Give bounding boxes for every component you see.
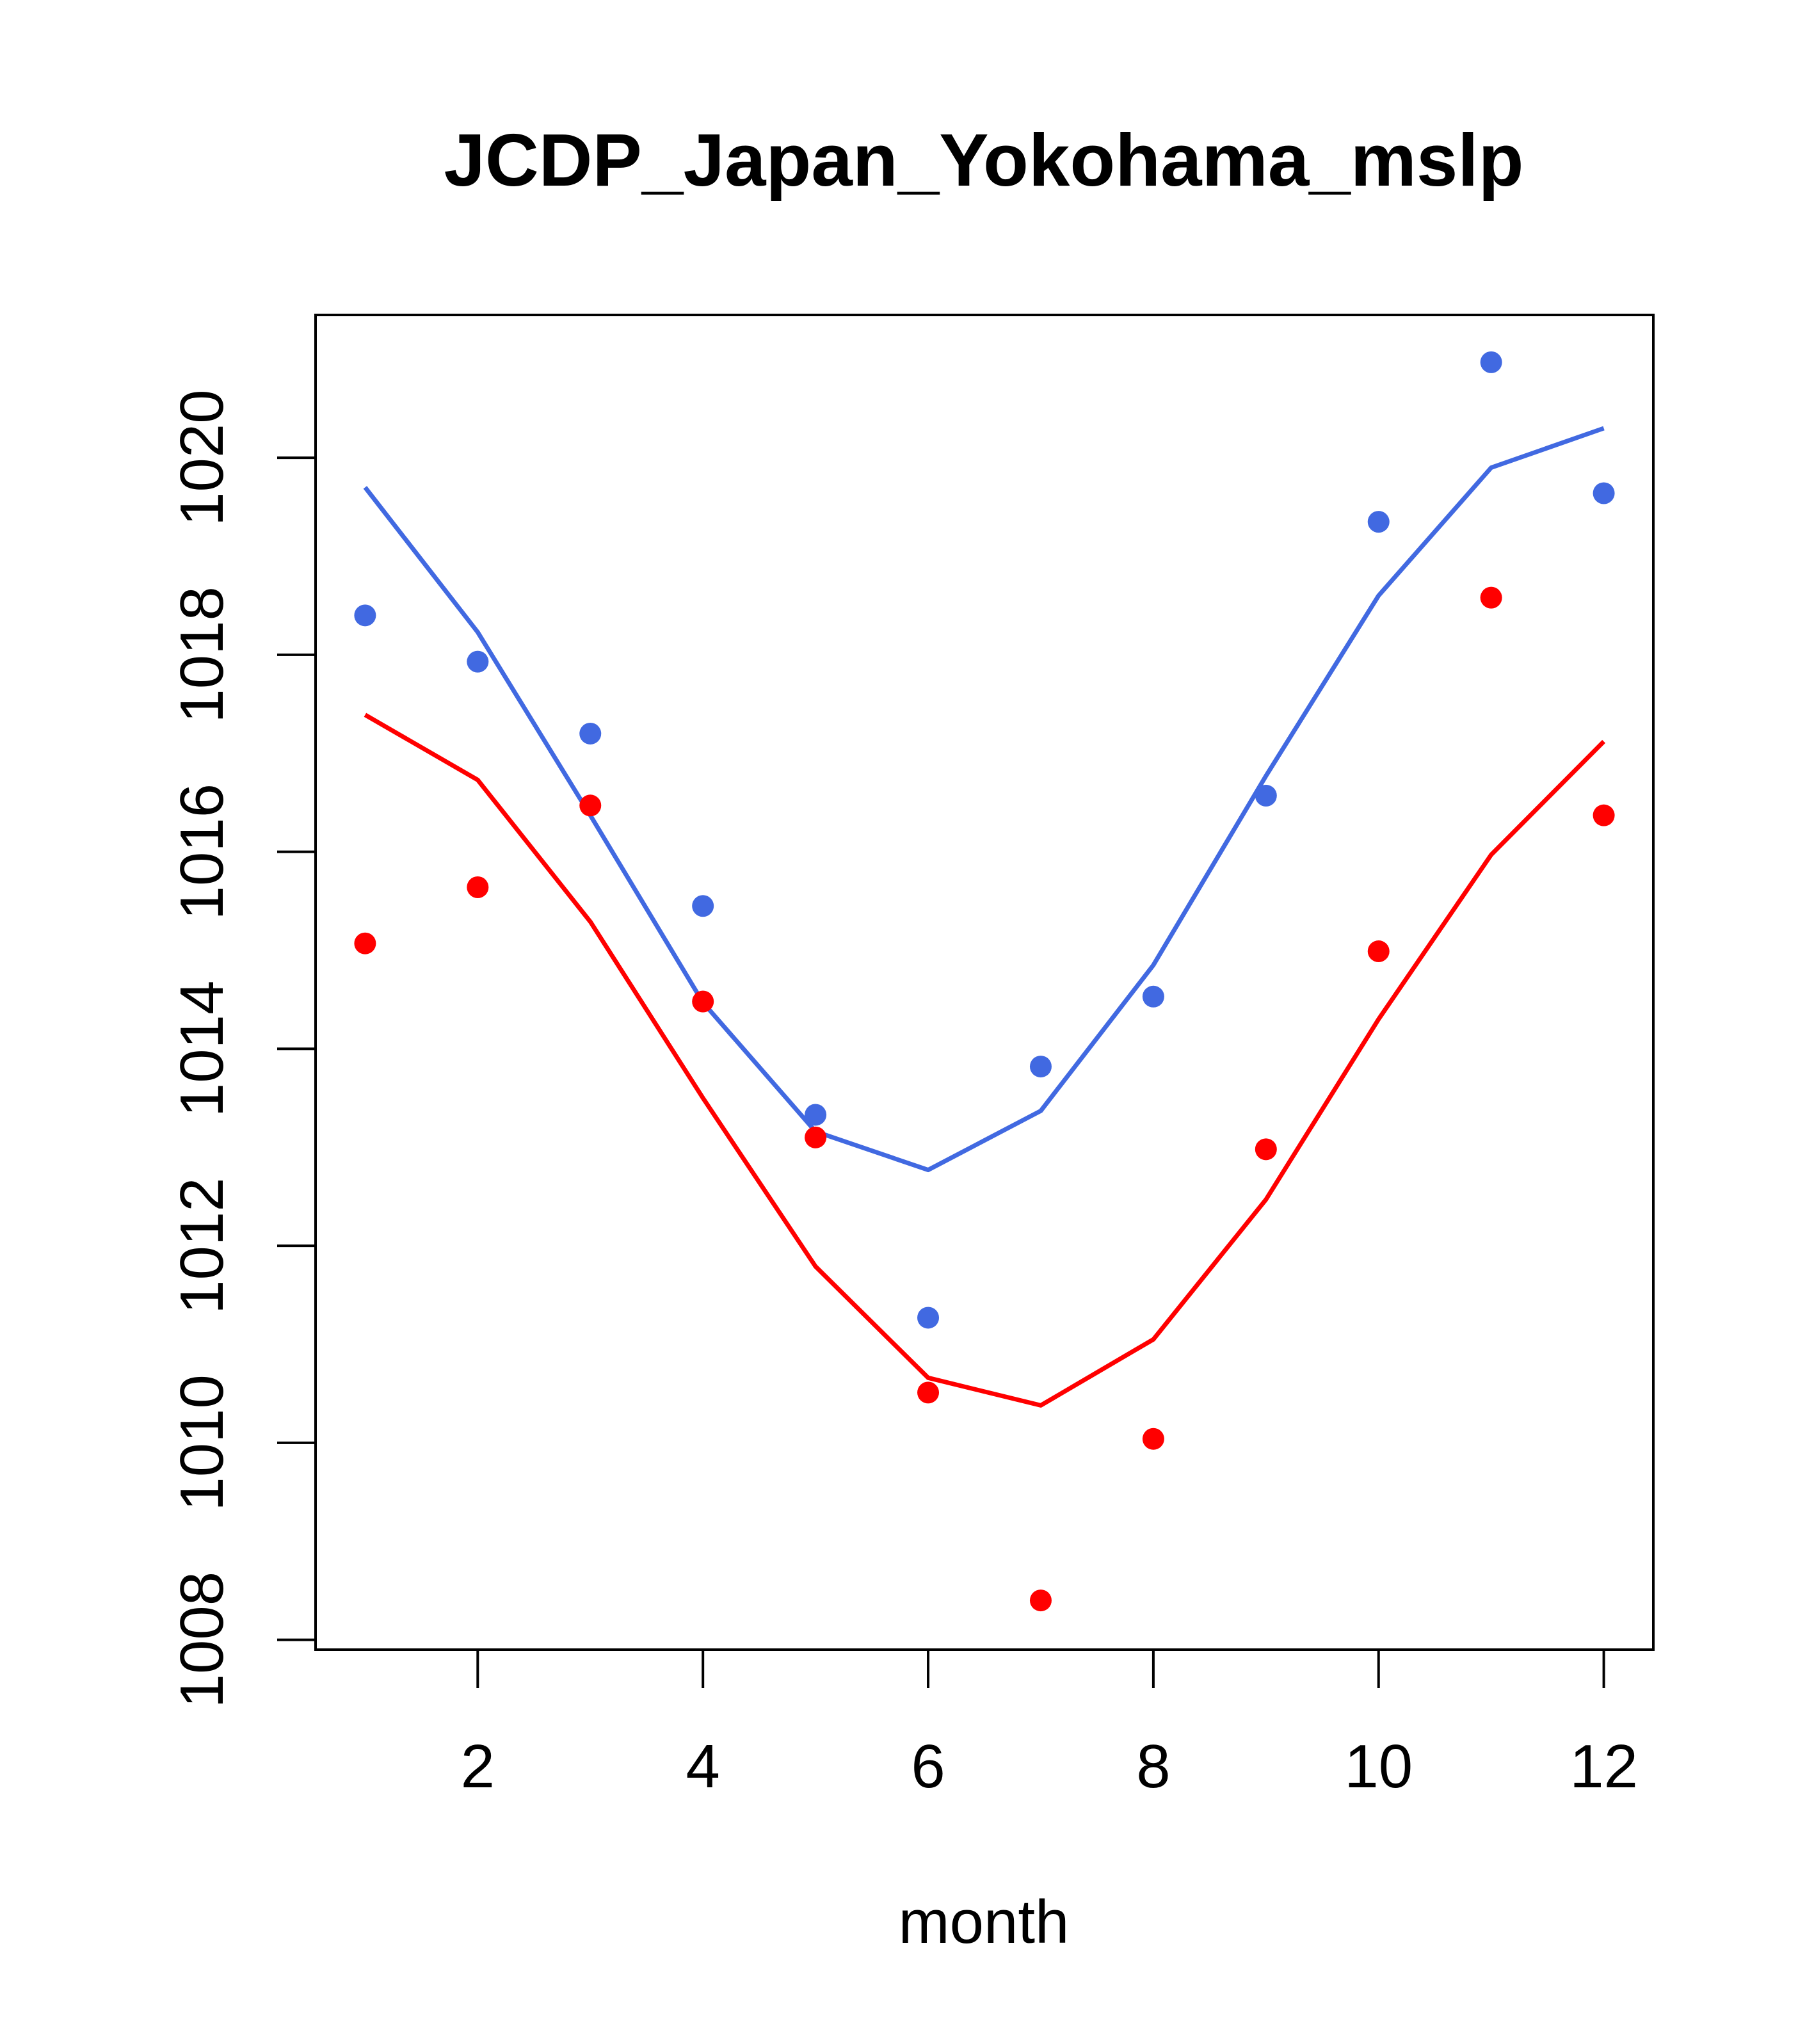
data-point-blue-points <box>917 1307 940 1329</box>
data-point-blue-points <box>354 604 376 627</box>
data-point-red-points <box>1142 1428 1164 1450</box>
series-line-red-line <box>364 712 1606 1408</box>
data-point-red-points <box>1029 1589 1052 1612</box>
series-layer <box>354 351 1615 1612</box>
data-point-red-points <box>1593 804 1615 826</box>
data-point-blue-points <box>692 895 714 917</box>
data-point-red-points <box>917 1381 940 1404</box>
plot-frame <box>314 314 1655 1651</box>
x-tick-label: 4 <box>686 1732 719 1801</box>
data-point-blue-points <box>1480 351 1502 373</box>
y-tick-label: 1008 <box>168 1572 236 1709</box>
y-tick-label: 1018 <box>168 586 236 723</box>
data-point-red-points <box>467 876 489 899</box>
data-point-blue-points <box>1142 985 1164 1008</box>
y-tick-label: 1014 <box>168 981 236 1118</box>
x-axis-label: month <box>899 1888 1070 1956</box>
y-tick-label: 1012 <box>168 1177 236 1314</box>
y-tick-label: 1020 <box>168 389 236 526</box>
data-point-blue-points <box>1593 482 1615 504</box>
x-tick-label: 10 <box>1344 1732 1413 1801</box>
y-tick-label: 1010 <box>168 1374 236 1511</box>
data-point-red-points <box>692 990 714 1013</box>
x-tick-label: 12 <box>1569 1732 1638 1801</box>
data-point-red-points <box>1480 586 1502 609</box>
data-point-blue-points <box>1255 784 1277 807</box>
data-point-blue-points <box>805 1104 827 1126</box>
x-tick-label: 6 <box>911 1732 945 1801</box>
data-point-blue-points <box>467 650 489 673</box>
data-point-red-points <box>1255 1138 1277 1161</box>
data-point-red-points <box>354 932 376 954</box>
data-point-red-points <box>1367 940 1390 963</box>
x-tick-label: 2 <box>461 1732 495 1801</box>
series-line-blue-line <box>363 426 1605 1173</box>
data-point-red-points <box>579 794 602 817</box>
data-point-blue-points <box>1367 511 1390 533</box>
data-point-red-points <box>805 1126 827 1148</box>
y-axis: 1008 1010 1012 1014 1016 1018 1020 <box>168 389 317 1709</box>
data-point-blue-points <box>1029 1056 1052 1078</box>
x-tick-label: 8 <box>1136 1732 1170 1801</box>
data-point-blue-points <box>579 722 602 744</box>
y-tick-label: 1016 <box>168 784 236 921</box>
chart-title: JCDP_Japan_Yokohama_mslp <box>444 118 1524 202</box>
x-axis: 2 4 6 8 10 12 <box>461 1648 1638 1801</box>
